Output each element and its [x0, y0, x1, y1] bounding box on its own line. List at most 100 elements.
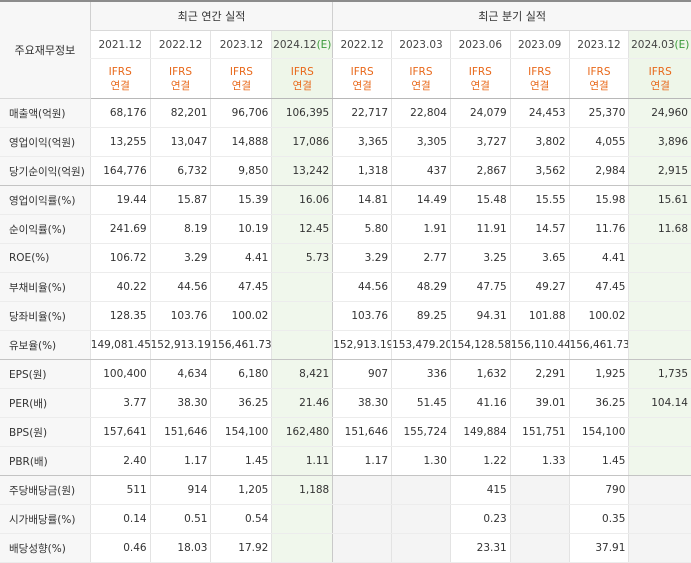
consolidated-label: 연결 [411, 79, 431, 92]
table-cell: 47.45 [210, 272, 272, 302]
period-header-quarterly-5: 2024.03(E) [628, 30, 691, 59]
table-cell: 164,776 [89, 156, 151, 186]
ifrs-label: IFRS [108, 65, 132, 78]
table-cell: 39.01 [509, 388, 570, 418]
table-cell: 153,479.20 [391, 330, 451, 360]
table-cell [271, 272, 333, 302]
row-label: 영업이익(억원) [0, 127, 91, 157]
period-label: 2024.03 [631, 38, 675, 51]
ifrs-label: IFRS [229, 65, 253, 78]
row-label: 주당배당금(원) [0, 475, 91, 505]
table-cell [391, 533, 451, 563]
table-cell: 13,255 [89, 127, 151, 157]
table-cell: 5.73 [271, 243, 333, 273]
table-cell: 103.76 [332, 301, 392, 331]
table-cell: 13,242 [271, 156, 333, 186]
table-cell: 156,461.73 [568, 330, 629, 360]
period-label: 2023.06 [458, 38, 503, 51]
consolidated-label: 연결 [110, 79, 130, 92]
table-cell: 3,802 [509, 127, 570, 157]
table-cell [628, 446, 691, 476]
table-row: 유보율(%) 149,081.45 152,913.19 156,461.73 152,… [0, 330, 691, 360]
period-header-quarterly-1: 2023.03 [391, 30, 451, 59]
table-cell: 152,913.19 [332, 330, 392, 360]
table-cell: 15.39 [210, 185, 272, 215]
accounting-standard-quarterly-0: IFRS 연결 [332, 58, 392, 99]
period-label: 2022.12 [158, 38, 203, 51]
table-cell: 2,867 [449, 156, 511, 186]
table-cell: 23.31 [449, 533, 511, 563]
table-cell: 5.80 [332, 214, 392, 244]
accounting-standard-quarterly-3: IFRS 연결 [509, 58, 570, 99]
table-cell: 11.76 [568, 214, 629, 244]
table-cell: 2,291 [509, 359, 570, 389]
table-cell: 1,632 [449, 359, 511, 389]
table-cell: 1.30 [391, 446, 451, 476]
row-label: 순이익률(%) [0, 214, 91, 244]
table-cell: 2,984 [568, 156, 629, 186]
table-cell: 40.22 [89, 272, 151, 302]
table-cell: 151,646 [332, 417, 392, 447]
table-cell: 14.49 [391, 185, 451, 215]
consolidated-label: 연결 [170, 79, 191, 92]
ifrs-label: IFRS [350, 65, 374, 78]
table-cell: 157,641 [89, 417, 151, 447]
table-cell: 4,634 [149, 359, 211, 389]
table-cell: 36.25 [568, 388, 629, 418]
table-cell: 44.56 [332, 272, 392, 302]
table-cell: 10.19 [210, 214, 272, 244]
table-cell: 49.27 [509, 272, 570, 302]
table-cell: 37.91 [568, 533, 629, 563]
row-label: 배당성향(%) [0, 533, 91, 563]
accounting-standard-quarterly-2: IFRS 연결 [449, 58, 511, 99]
table-cell: 21.46 [271, 388, 333, 418]
table-row: 영업이익률(%) 19.44 15.87 15.39 16.06 14.81 14.49 15… [0, 185, 691, 215]
table-cell: 82,201 [149, 98, 211, 128]
table-cell: 151,751 [509, 417, 570, 447]
table-cell: 24,960 [628, 98, 691, 128]
ifrs-label: IFRS [169, 65, 193, 78]
table-cell: 15.98 [568, 185, 629, 215]
table-cell: 0.46 [89, 533, 151, 563]
table-row: EPS(원) 100,400 4,634 6,180 8,421 907 336 1,632 2… [0, 359, 691, 389]
table-row: BPS(원) 157,641 151,646 154,100 162,480 151,64… [0, 417, 691, 447]
table-row: 배당성향(%) 0.46 18.03 17.92 23.31 37.91 [0, 533, 691, 563]
table-cell: 790 [568, 475, 629, 505]
table-cell: 89.25 [391, 301, 451, 331]
table-cell: 3.65 [509, 243, 570, 273]
table-cell: 156,461.73 [210, 330, 272, 360]
row-label: EPS(원) [0, 359, 91, 389]
ifrs-label: IFRS [290, 65, 314, 78]
table-row: PBR(배) 2.40 1.17 1.45 1.11 1.17 1.30 1.22 1.33 1.… [0, 446, 691, 476]
table-cell: 914 [149, 475, 211, 505]
row-label: 영업이익률(%) [0, 185, 91, 215]
table-cell: 100.02 [568, 301, 629, 331]
consolidated-label: 연결 [589, 79, 609, 92]
annual-group-header: 최근 연간 실적 [89, 0, 333, 31]
table-cell: 101.88 [509, 301, 570, 331]
table-cell: 1.17 [149, 446, 211, 476]
table-cell [509, 533, 570, 563]
table-row: 당기순이익(억원) 164,776 6,732 9,850 13,242 1,318 437… [0, 156, 691, 186]
table-cell [628, 533, 691, 563]
table-cell [628, 272, 691, 302]
table-cell [628, 417, 691, 447]
table-cell: 154,128.58 [449, 330, 511, 360]
table-cell: 3,896 [628, 127, 691, 157]
table-cell: 11.91 [449, 214, 511, 244]
consolidated-label: 연결 [650, 79, 670, 92]
table-cell: 4.41 [210, 243, 272, 273]
accounting-standard-quarterly-4: IFRS 연결 [568, 58, 629, 99]
table-cell: 155,724 [391, 417, 451, 447]
table-cell: 3,562 [509, 156, 570, 186]
table-cell: 1.45 [568, 446, 629, 476]
period-header-annual-0: 2021.12 [89, 30, 151, 59]
table-cell: 41.16 [449, 388, 511, 418]
period-header-annual-2: 2023.12 [210, 30, 272, 59]
table-cell: 1.17 [332, 446, 392, 476]
accounting-standard-annual-1: IFRS 연결 [149, 58, 211, 99]
period-label: 2023.12 [577, 38, 621, 51]
accounting-standard-quarterly-5: IFRS 연결 [628, 58, 691, 99]
table-cell: 149,081.45 [89, 330, 151, 360]
table-cell: 3,727 [449, 127, 511, 157]
